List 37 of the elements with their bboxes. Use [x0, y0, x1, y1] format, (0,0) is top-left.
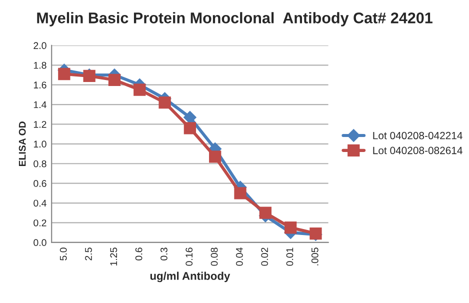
- x-tick-label: 1.25: [110, 248, 118, 266]
- y-tick-label: 2.0: [34, 42, 46, 50]
- y-tick-label: 1.8: [34, 62, 46, 69]
- y-tick-label: 1.4: [34, 101, 46, 108]
- point: [58, 68, 70, 80]
- y-tick-label: 1.6: [34, 82, 46, 88]
- chart-title: Myelin Basic Protein Monoclonal Antibody Cat# 24201: [37, 12, 432, 26]
- point: [184, 122, 196, 134]
- x-tick-label: 0.3: [160, 248, 168, 260]
- point: [184, 110, 196, 124]
- y-tick-label: 1.0: [34, 140, 46, 148]
- point: [134, 84, 146, 96]
- point: [259, 206, 272, 219]
- point: [209, 150, 222, 163]
- y-tick-label: 0.2: [34, 219, 46, 226]
- x-tick-label: 5.0: [60, 248, 67, 260]
- x-tick-label: 0.02: [261, 248, 268, 266]
- x-tick-label: 0.01: [286, 248, 294, 266]
- point: [284, 222, 297, 234]
- y-tick-label: 0.0: [34, 239, 46, 246]
- point: [158, 96, 171, 109]
- point: [234, 187, 246, 200]
- x-tick-label: .005: [311, 248, 318, 266]
- y-tick-label: 0.6: [34, 180, 46, 187]
- x-tick-label: 0.16: [186, 248, 193, 266]
- y-tick-label: 0.4: [34, 200, 46, 207]
- legend-label: Lot 040208-042214: [373, 132, 462, 140]
- x-tick-label: 0.08: [210, 248, 218, 266]
- x-tick-label: 0.6: [135, 248, 142, 260]
- y-axis-title: ELISA OD: [18, 122, 26, 166]
- point: [108, 74, 121, 86]
- x-tick-label: 0.04: [236, 248, 243, 266]
- y-tick-label: 0.8: [34, 160, 46, 168]
- x-axis-title: ug/ml Antibody: [150, 272, 230, 282]
- y-tick-label: 1.2: [34, 120, 46, 128]
- x-tick-label: 2.5: [85, 248, 92, 260]
- legend-label: Lot 040208-082614: [373, 146, 462, 154]
